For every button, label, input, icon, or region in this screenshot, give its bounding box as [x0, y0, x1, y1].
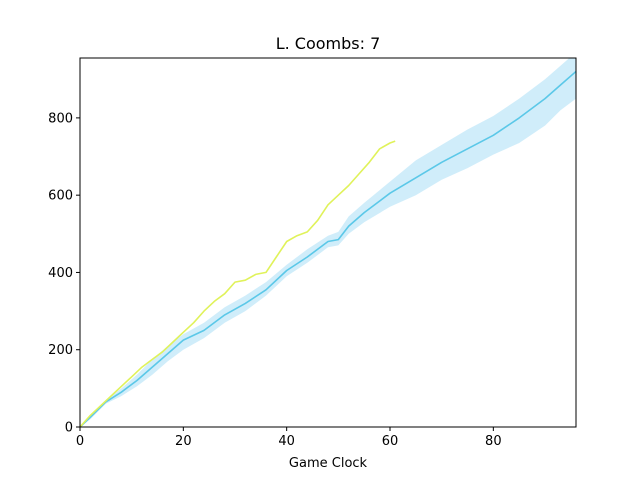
x-tick-label: 40 — [278, 434, 295, 449]
x-axis: 0 20 40 60 80 — [76, 427, 502, 449]
x-tick-label: 20 — [175, 434, 192, 449]
y-tick-label: 600 — [48, 189, 73, 204]
series-1-line — [80, 70, 576, 427]
y-tick-label: 800 — [48, 111, 73, 126]
series-2-line — [80, 140, 396, 427]
y-tick-label: 200 — [48, 343, 73, 358]
plot-frame — [79, 57, 577, 428]
plot-area — [80, 58, 576, 427]
y-tick-label: 400 — [48, 266, 73, 281]
x-axis-label: Game Clock — [289, 456, 368, 471]
x-tick-label: 0 — [76, 434, 84, 449]
chart-title: L. Coombs: 7 — [276, 34, 381, 53]
x-tick-label: 60 — [382, 434, 399, 449]
x-tick-label: 80 — [485, 434, 502, 449]
y-tick-label: 0 — [65, 421, 73, 436]
y-axis: 0 200 400 600 800 — [48, 111, 80, 436]
series-1-band — [80, 58, 576, 427]
